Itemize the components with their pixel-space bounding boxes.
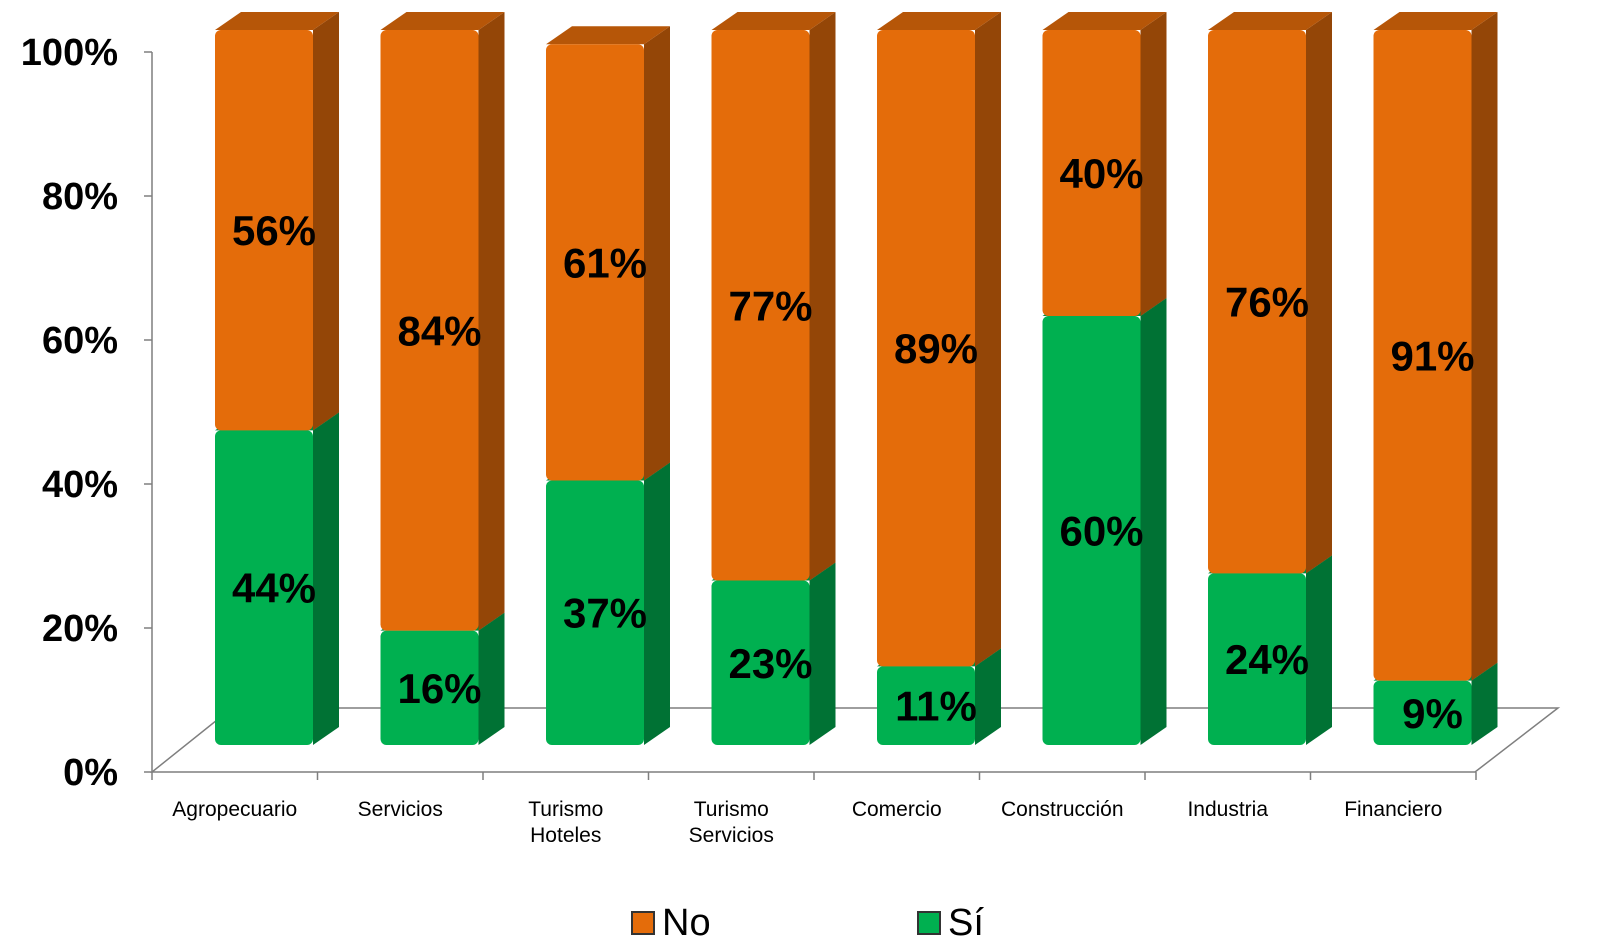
- bar-top-face: [1042, 12, 1167, 30]
- legend-swatch-no: [631, 911, 655, 935]
- bar-front-face: [215, 430, 313, 745]
- bar-front-face: [1042, 316, 1141, 745]
- bar-top-face: [380, 12, 505, 30]
- bar-no: [1042, 12, 1167, 316]
- data-label-si: 37%: [563, 590, 647, 637]
- x-tick-label: Servicios: [358, 798, 443, 821]
- y-tick-label: 40%: [42, 464, 118, 506]
- bar-top-face: [877, 12, 1001, 30]
- bar-si: [1208, 555, 1332, 745]
- bar-top-face: [1208, 12, 1332, 30]
- bar-side-face: [478, 12, 505, 631]
- bar-front-face: [1373, 30, 1472, 681]
- bar-side-face: [478, 612, 505, 745]
- data-label-no: 84%: [397, 307, 481, 354]
- bar-side-face: [1306, 12, 1332, 574]
- bar-front-face: [546, 480, 644, 745]
- y-tick-label: 20%: [42, 608, 118, 650]
- legend-label-no: No: [662, 902, 711, 942]
- data-label-no: 76%: [1225, 279, 1309, 326]
- bar-front-face: [1208, 30, 1306, 574]
- x-tick-label: Turismo Servicios: [689, 798, 774, 847]
- data-label-si: 23%: [728, 640, 812, 687]
- bar-front-face: [546, 44, 644, 481]
- bar-front-face: [711, 30, 810, 581]
- data-label-no: 61%: [563, 239, 647, 286]
- data-label-no: 56%: [232, 207, 316, 254]
- x-tick-label: Agropecuario: [172, 798, 297, 821]
- bar-front-face: [215, 30, 313, 431]
- legend-swatch-si: [917, 911, 941, 935]
- bar-front-face: [380, 630, 479, 745]
- data-labels: 44% 56% 16% 84% 37% 61% 23% 77% 11% 89% 60% 40% 24% 7…: [232, 150, 1475, 737]
- bar-front-face: [711, 580, 810, 745]
- bar-top-face: [546, 26, 670, 45]
- bar-no: [380, 12, 505, 631]
- bar-side-face: [313, 412, 339, 745]
- bar-side-face: [1306, 555, 1332, 745]
- legend: No Sí: [631, 902, 984, 942]
- data-label-no: 77%: [728, 282, 812, 329]
- legend-label-si: Sí: [948, 902, 984, 942]
- bar-side-face: [644, 462, 670, 745]
- bar-side-face: [1471, 662, 1498, 745]
- data-label-si: 60%: [1059, 508, 1143, 555]
- bar-top-face: [1373, 12, 1498, 30]
- bar-no: [546, 26, 670, 481]
- bar-front-face: [1042, 30, 1141, 316]
- axes: 0% 20% 40% 60% 80% 100% Agropecuario Servicios T…: [21, 32, 1561, 847]
- x-tick-label: Construcción: [1001, 798, 1124, 821]
- x-tick-label: Industria: [1187, 798, 1268, 821]
- bar-front-face: [1208, 573, 1306, 745]
- y-tick-label: 80%: [42, 176, 118, 218]
- bar-side-face: [313, 12, 339, 431]
- data-label-si: 9%: [1402, 690, 1463, 737]
- bar-top-face: [215, 12, 339, 30]
- bar-front-face: [877, 30, 975, 667]
- data-label-si: 24%: [1225, 636, 1309, 683]
- x-tick-label: Turismo Hoteles: [528, 798, 603, 847]
- y-tick-label: 100%: [21, 32, 118, 74]
- floor-plane: [149, 707, 1561, 773]
- bar-side-face: [1471, 12, 1498, 681]
- bar-no: [877, 12, 1001, 667]
- data-label-no: 91%: [1390, 332, 1474, 379]
- bar-front-face: [1373, 680, 1472, 745]
- bar-front-face: [380, 30, 479, 631]
- data-label-si: 16%: [397, 665, 481, 712]
- bar-no: [215, 12, 339, 431]
- x-tick-label: Comercio: [852, 798, 942, 821]
- bar-side-face: [809, 562, 836, 745]
- data-label-no: 89%: [894, 325, 978, 372]
- bar-side-face: [975, 12, 1001, 667]
- y-tick-label: 60%: [42, 320, 118, 362]
- data-label-no: 40%: [1059, 150, 1143, 197]
- bar-top-face: [711, 12, 836, 30]
- bar-side-face: [644, 26, 670, 481]
- bar-front-face: [877, 666, 975, 745]
- y-tick-label: 0%: [63, 752, 118, 794]
- data-label-si: 11%: [895, 683, 977, 730]
- bars: [215, 12, 1498, 745]
- x-tick-label: Financiero: [1344, 798, 1442, 821]
- bar-no: [1208, 12, 1332, 574]
- data-label-si: 44%: [232, 565, 316, 612]
- bar-side-face: [975, 648, 1001, 745]
- bar-no: [711, 12, 836, 581]
- bar-side-face: [809, 12, 836, 581]
- bar-side-face: [1140, 12, 1167, 316]
- bar-no: [1373, 12, 1498, 681]
- bar-side-face: [1140, 298, 1167, 745]
